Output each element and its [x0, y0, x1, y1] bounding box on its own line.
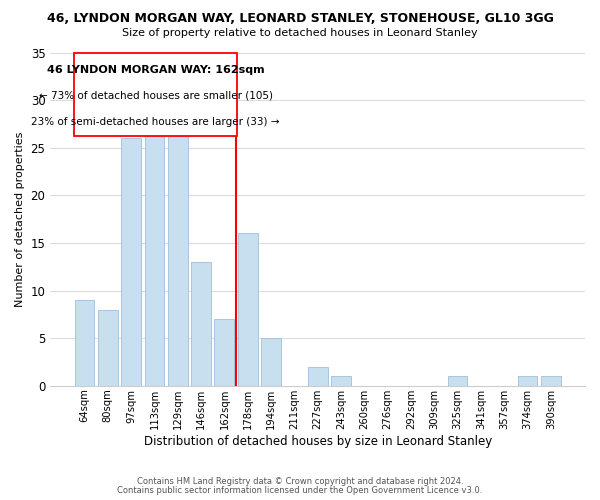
Bar	[168, 110, 188, 386]
Bar	[331, 376, 351, 386]
Bar	[518, 376, 538, 386]
Text: Contains public sector information licensed under the Open Government Licence v3: Contains public sector information licen…	[118, 486, 482, 495]
Bar	[191, 262, 211, 386]
Bar	[74, 300, 94, 386]
Bar	[448, 376, 467, 386]
Text: 46, LYNDON MORGAN WAY, LEONARD STANLEY, STONEHOUSE, GL10 3GG: 46, LYNDON MORGAN WAY, LEONARD STANLEY, …	[47, 12, 553, 26]
Text: Contains HM Land Registry data © Crown copyright and database right 2024.: Contains HM Land Registry data © Crown c…	[137, 477, 463, 486]
Bar	[214, 319, 234, 386]
Text: Size of property relative to detached houses in Leonard Stanley: Size of property relative to detached ho…	[122, 28, 478, 38]
FancyBboxPatch shape	[74, 52, 237, 136]
Text: 23% of semi-detached houses are larger (33) →: 23% of semi-detached houses are larger (…	[31, 118, 280, 128]
Bar	[121, 138, 141, 386]
Bar	[261, 338, 281, 386]
X-axis label: Distribution of detached houses by size in Leonard Stanley: Distribution of detached houses by size …	[143, 434, 492, 448]
Bar	[145, 128, 164, 386]
Text: 46 LYNDON MORGAN WAY: 162sqm: 46 LYNDON MORGAN WAY: 162sqm	[47, 65, 265, 75]
Bar	[98, 310, 118, 386]
Bar	[541, 376, 560, 386]
Bar	[308, 366, 328, 386]
Text: ← 73% of detached houses are smaller (105): ← 73% of detached houses are smaller (10…	[38, 90, 272, 101]
Bar	[238, 234, 257, 386]
Y-axis label: Number of detached properties: Number of detached properties	[15, 132, 25, 307]
